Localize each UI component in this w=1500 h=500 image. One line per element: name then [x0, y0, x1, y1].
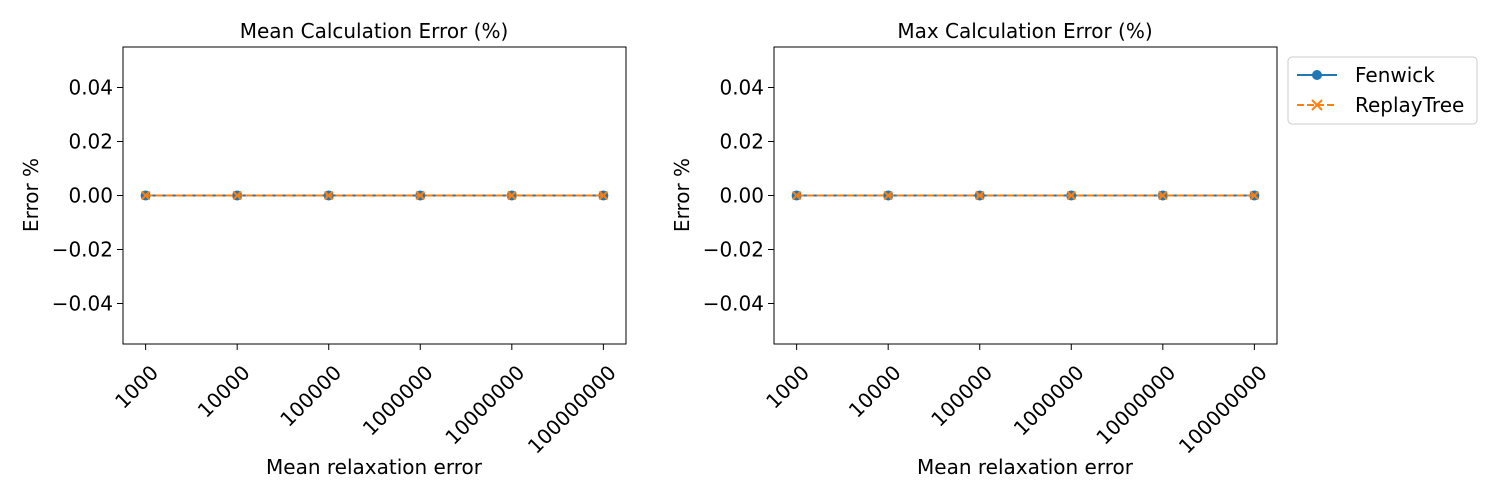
x-axis-label: Mean relaxation error	[266, 455, 483, 479]
x-tick-label: 10000	[844, 360, 906, 422]
y-tick-label: −0.04	[52, 292, 113, 316]
y-tick-label: −0.04	[703, 292, 764, 316]
data-point-replaytree	[598, 190, 609, 201]
data-point-replaytree	[883, 190, 893, 201]
legend-fenwick-label: Fenwick	[1355, 63, 1435, 87]
y-tick-label: 0.00	[719, 184, 764, 208]
x-tick-label: 1000000	[1009, 360, 1089, 440]
legend: Fenwick ReplayTree	[1287, 56, 1478, 125]
y-tick-label: 0.02	[719, 130, 764, 154]
x-axis-label: Mean relaxation error	[917, 455, 1134, 479]
x-tick-label: 100000000	[523, 360, 621, 458]
x-tick-label: 100000000	[1174, 360, 1272, 458]
data-point-replaytree	[415, 190, 425, 201]
y-tick-label: 0.04	[719, 76, 764, 100]
x-tick-label: 100000	[926, 360, 997, 431]
data-point-replaytree	[507, 190, 517, 201]
data-point-replaytree	[1249, 190, 1260, 201]
y-axis: −0.04 −0.02 0.00 0.02 0.04	[703, 76, 774, 316]
y-tick-label: −0.02	[52, 238, 113, 262]
x-tick-label: 1000	[110, 360, 163, 413]
y-axis-label: Error %	[670, 158, 694, 232]
data-point-replaytree	[232, 190, 242, 201]
data-point-replaytree	[1066, 190, 1076, 201]
y-tick-label: 0.00	[68, 184, 113, 208]
data-point-replaytree	[975, 190, 985, 201]
y-tick-label: 0.02	[68, 130, 113, 154]
x-tick-label: 100000	[275, 360, 346, 431]
legend-replaytree-label: ReplayTree	[1355, 93, 1464, 117]
legend-frame	[1287, 56, 1478, 125]
y-axis: −0.04 −0.02 0.00 0.02 0.04	[52, 76, 123, 316]
data-point-replaytree	[140, 190, 151, 201]
y-tick-label: −0.02	[703, 238, 764, 262]
series-layer	[140, 190, 609, 201]
chart-title: Mean Calculation Error (%)	[240, 19, 509, 43]
mean-error-chart: Mean Calculation Error (%) −0.04 −0.02 0.0…	[19, 19, 627, 479]
y-tick-label: 0.04	[68, 76, 113, 100]
x-tick-label: 10000000	[440, 360, 529, 449]
y-axis-label: Error %	[19, 158, 43, 232]
legend-replaytree-marker	[1311, 99, 1323, 111]
x-tick-label: 10000	[193, 360, 255, 422]
x-tick-label: 1000	[761, 360, 814, 413]
max-error-chart: Max Calculation Error (%) −0.04 −0.02 0.00…	[670, 19, 1278, 479]
data-point-replaytree	[791, 190, 802, 201]
chart-title: Max Calculation Error (%)	[897, 19, 1152, 43]
data-point-replaytree	[1158, 190, 1168, 201]
data-point-replaytree	[324, 190, 334, 201]
x-tick-label: 10000000	[1091, 360, 1180, 449]
legend-fenwick-marker	[1312, 70, 1322, 80]
series-layer	[791, 190, 1260, 201]
x-tick-label: 1000000	[358, 360, 438, 440]
